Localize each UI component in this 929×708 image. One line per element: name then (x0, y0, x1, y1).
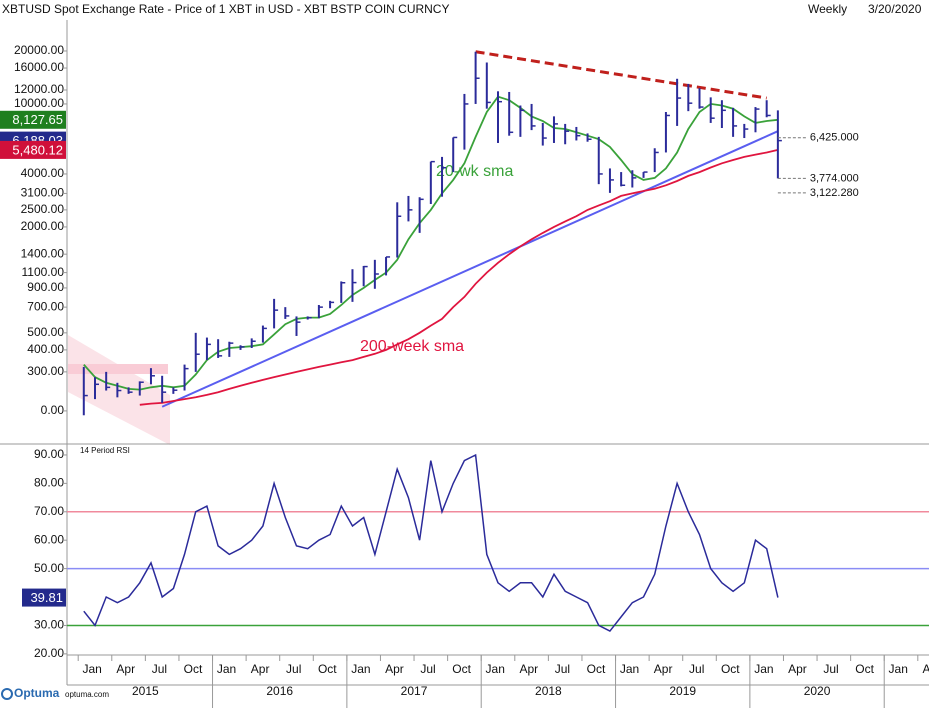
x-tick-label: Jul (689, 662, 704, 676)
x-tick-label: Oct (587, 662, 606, 676)
rsi-title: 14 Period RSI (80, 446, 130, 455)
shaded-band (68, 364, 168, 374)
x-tick-label: Jan (889, 662, 908, 676)
value-box-label: 5,480.12 (12, 142, 63, 157)
brand-url: optuma.com (65, 690, 109, 699)
year-label: 2018 (535, 684, 562, 698)
rsi-tick-label: 60.00 (34, 532, 64, 546)
x-tick-label: Oct (855, 662, 874, 676)
level-label: 3,122.280 (810, 187, 859, 199)
x-tick-label: Jan (83, 662, 102, 676)
x-tick-label: Jul (823, 662, 838, 676)
x-tick-label: Apr (116, 662, 135, 676)
x-tick-label: Apr (251, 662, 270, 676)
y-tick-label: 2000.00 (21, 219, 65, 233)
x-tick-label: Oct (184, 662, 203, 676)
y-tick-label: 10000.00 (14, 96, 64, 110)
y-tick-label: 300.00 (27, 364, 64, 378)
x-tick-label: Jan (620, 662, 639, 676)
y-tick-label: 16000.00 (14, 60, 64, 74)
x-tick-label: Jul (286, 662, 301, 676)
chart-title: XBTUSD Spot Exchange Rate - Price of 1 X… (2, 2, 449, 16)
x-tick-label: Jan (351, 662, 370, 676)
x-tick-label: Jul (152, 662, 167, 676)
rsi-tick-label: 30.00 (34, 618, 64, 632)
level-label: 6,425.000 (810, 132, 859, 144)
x-tick-label: Apr (788, 662, 807, 676)
date: 3/20/2020 (868, 2, 922, 16)
y-tick-label: 700.00 (27, 299, 64, 313)
value-box (0, 110, 66, 129)
sma20-label: 20-wk sma (436, 163, 513, 180)
x-tick-label: Oct (318, 662, 337, 676)
brand-icon (1, 688, 13, 700)
x-tick-label: Jul (555, 662, 570, 676)
x-tick-label: Oct (721, 662, 740, 676)
trendline (475, 50, 767, 100)
x-tick-label: Apr (654, 662, 673, 676)
y-tick-label: 900.00 (27, 280, 64, 294)
year-label: 2015 (132, 684, 159, 698)
y-tick-label: 20000.00 (14, 43, 64, 57)
year-label: 2020 (804, 684, 831, 698)
trendline (161, 130, 779, 408)
x-tick-label: Apr (519, 662, 538, 676)
rsi-tick-label: 80.00 (34, 476, 64, 490)
y-tick-label: 2500.00 (21, 202, 65, 216)
x-tick-label: Oct (452, 662, 471, 676)
x-tick-label: Jan (486, 662, 505, 676)
sma200-label: 200-week sma (360, 338, 464, 355)
sma-line (139, 149, 779, 406)
sma-line (83, 95, 778, 391)
y-tick-label: 1100.00 (22, 265, 65, 279)
frequency: Weekly (808, 2, 847, 16)
level-label: 3,774.000 (810, 172, 859, 184)
y-tick-label: 400.00 (27, 342, 64, 356)
value-box (0, 140, 66, 159)
year-label: 2017 (401, 684, 428, 698)
brand: Optuma (14, 686, 60, 700)
rsi-line (83, 453, 779, 633)
year-label: 2019 (669, 684, 696, 698)
y-tick-label: 12000.00 (14, 82, 64, 96)
y-tick-label: 0.00 (41, 403, 65, 417)
rsi-box-label: 39.81 (30, 590, 63, 605)
y-tick-label: 4000.00 (21, 166, 65, 180)
y-tick-label: 1400.00 (21, 246, 65, 260)
y-tick-label: 3100.00 (21, 186, 65, 200)
rsi-box (22, 588, 66, 607)
rsi-tick-label: 70.00 (34, 504, 64, 518)
y-tick-label: 500.00 (27, 325, 64, 339)
x-tick-label: Jul (420, 662, 435, 676)
rsi-tick-label: 20.00 (34, 646, 64, 660)
x-tick-label: Apr (385, 662, 404, 676)
year-label: 2016 (266, 684, 293, 698)
x-tick-label: Jan (217, 662, 236, 676)
x-tick-label: Jan (754, 662, 773, 676)
x-tick-label: Apr (922, 662, 929, 676)
rsi-tick-label: 90.00 (34, 447, 64, 461)
rsi-tick-label: 50.00 (34, 561, 64, 575)
value-box-label: 8,127.65 (12, 112, 63, 127)
